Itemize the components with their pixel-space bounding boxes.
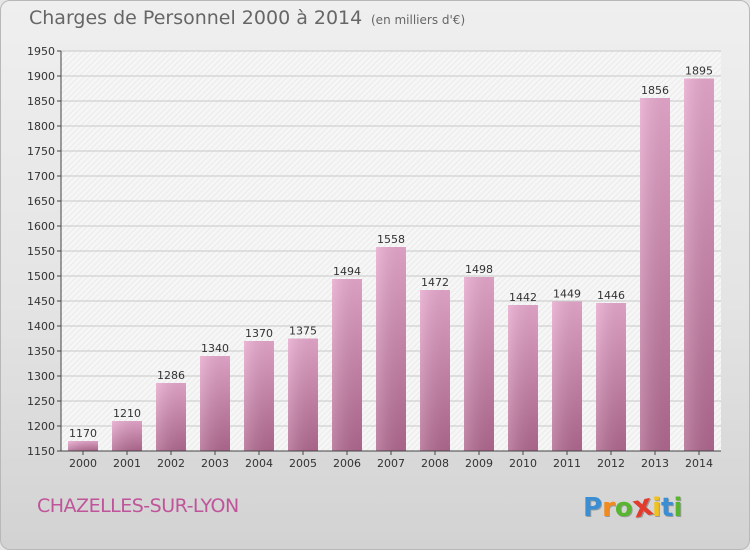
x-tick-label: 2008 — [421, 457, 449, 470]
bar-highlight — [112, 421, 142, 451]
bar-highlight — [684, 78, 714, 451]
y-tick-label: 1950 — [27, 45, 55, 58]
y-tick-label: 1550 — [27, 245, 55, 258]
y-tick-label: 1300 — [27, 370, 55, 383]
bar-highlight — [508, 305, 538, 451]
bar-value-label: 1170 — [69, 427, 97, 440]
logo-letter: t — [661, 493, 674, 523]
chart-unit: (en milliers d'€) — [371, 13, 466, 27]
bar-value-label: 1895 — [685, 65, 713, 78]
bar-highlight — [156, 383, 186, 451]
bar-value-label: 1375 — [289, 325, 317, 338]
city-name: CHAZELLES-SUR-LYON — [37, 495, 239, 517]
y-tick-label: 1450 — [27, 295, 55, 308]
bar-highlight — [332, 279, 362, 451]
bar-value-label: 1498 — [465, 263, 493, 276]
x-tick-label: 2012 — [597, 457, 625, 470]
logo-letter: P — [583, 493, 603, 523]
proxiti-logo: Proxiti — [583, 487, 683, 525]
y-tick-label: 1200 — [27, 420, 55, 433]
x-tick-label: 2000 — [69, 457, 97, 470]
bar-highlight — [420, 290, 450, 451]
x-tick-label: 2014 — [685, 457, 713, 470]
x-tick-label: 2010 — [509, 457, 537, 470]
x-tick-label: 2004 — [245, 457, 273, 470]
bar-highlight — [244, 341, 274, 451]
x-tick-label: 2013 — [641, 457, 669, 470]
x-tick-label: 2001 — [113, 457, 141, 470]
x-tick-label: 2006 — [333, 457, 361, 470]
bar-highlight — [464, 277, 494, 451]
bar-value-label: 1370 — [245, 327, 273, 340]
bar-value-label: 1449 — [553, 288, 581, 301]
bar-value-label: 1472 — [421, 276, 449, 289]
bar-highlight — [68, 441, 98, 451]
y-tick-label: 1350 — [27, 345, 55, 358]
x-tick-label: 2005 — [289, 457, 317, 470]
bar-highlight — [640, 98, 670, 451]
y-tick-label: 1750 — [27, 145, 55, 158]
logo-letter: o — [614, 493, 633, 523]
x-tick-label: 2002 — [157, 457, 185, 470]
y-tick-label: 1250 — [27, 395, 55, 408]
bar-value-label: 1442 — [509, 291, 537, 304]
y-tick-label: 1850 — [27, 95, 55, 108]
x-tick-label: 2011 — [553, 457, 581, 470]
logo-letter: r — [602, 493, 615, 523]
logo-letter: i — [673, 493, 683, 523]
bar-highlight — [200, 356, 230, 451]
y-tick-label: 1150 — [27, 445, 55, 458]
y-tick-label: 1700 — [27, 170, 55, 183]
bar-value-label: 1340 — [201, 342, 229, 355]
y-tick-label: 1600 — [27, 220, 55, 233]
y-tick-label: 1900 — [27, 70, 55, 83]
bar-value-label: 1558 — [377, 233, 405, 246]
bar-value-label: 1494 — [333, 265, 361, 278]
bar-highlight — [552, 301, 582, 451]
y-tick-label: 1800 — [27, 120, 55, 133]
x-tick-label: 2009 — [465, 457, 493, 470]
y-tick-label: 1400 — [27, 320, 55, 333]
x-tick-label: 2007 — [377, 457, 405, 470]
logo-letter: i — [652, 493, 662, 523]
bar-value-label: 1446 — [597, 289, 625, 302]
bar-value-label: 1210 — [113, 407, 141, 420]
bar-highlight — [288, 338, 318, 451]
y-tick-label: 1650 — [27, 195, 55, 208]
y-tick-label: 1500 — [27, 270, 55, 283]
chart-title: Charges de Personnel 2000 à 2014 — [29, 7, 363, 29]
bar-highlight — [376, 247, 406, 451]
bar-value-label: 1856 — [641, 84, 669, 97]
bar-highlight — [596, 303, 626, 451]
bar-value-label: 1286 — [157, 369, 185, 382]
x-tick-label: 2003 — [201, 457, 229, 470]
